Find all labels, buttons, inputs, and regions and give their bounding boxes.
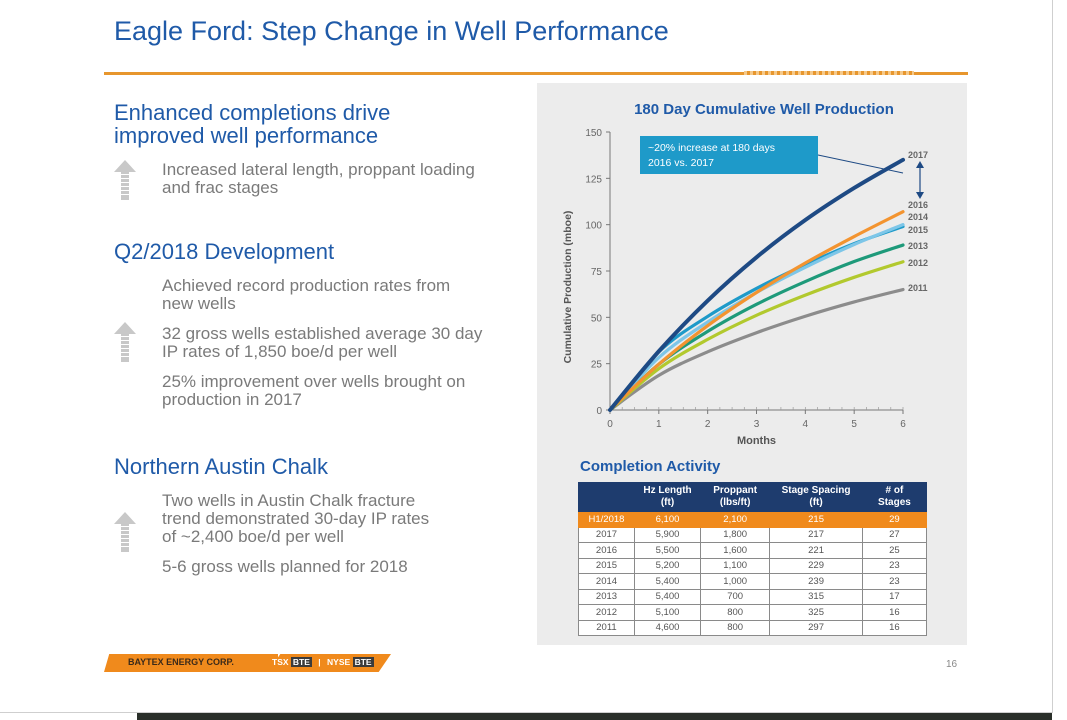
section-heading-completions: Enhanced completions drive improved well … [114,100,391,148]
table-cell-stages: 16 [861,604,928,621]
table-cell-year: 2017 [578,526,635,543]
company-name: BAYTEX ENERGY CORP. [128,657,234,667]
bullet-improvement: 25% improvement over wells brought on pro… [162,372,466,409]
table-cell-hz-length: 5,500 [633,542,702,559]
table-cell-stages: 25 [861,542,928,559]
table-cell-spacing: 297 [769,619,863,636]
table-cell-hz-length: 5,200 [633,557,702,574]
table-cell-proppant: 1,100 [700,557,771,574]
table-cell-year: 2011 [578,619,635,636]
completion-table: Hz Length (ft) Proppant (lbs/ft) Stage Spa… [578,482,928,636]
table-cell-hz-length: 5,900 [633,526,702,543]
bullet-austin-chalk: Two wells in Austin Chalk fracture trend … [162,491,430,546]
table-row: 2012 5,100 800 325 16 [578,604,928,621]
table-row: 2011 4,600 800 297 16 [578,619,928,636]
table-row: 2015 5,200 1,100 229 23 [578,557,928,574]
table-cell-stages: 23 [861,557,928,574]
table-cell-proppant: 1,800 [700,526,771,543]
bullet-gross-wells: 32 gross wells established average 30 da… [162,324,483,361]
table-cell-proppant: 800 [700,604,771,621]
column-header-year [578,482,635,512]
table-cell-spacing: 215 [769,511,863,528]
table-cell-hz-length: 5,400 [633,573,702,590]
column-header: Proppant (lbs/ft) [700,482,771,512]
column-header: Stage Spacing (ft) [769,482,863,512]
table-row: H1/2018 6,100 2,100 215 29 [578,511,928,528]
table-cell-hz-length: 5,100 [633,604,702,621]
table-cell-spacing: 217 [769,526,863,543]
slide-title: Eagle Ford: Step Change in Well Performa… [114,16,669,46]
table-cell-stages: 23 [861,573,928,590]
chart-title: 180 Day Cumulative Well Production [634,101,894,118]
table-cell-proppant: 700 [700,588,771,605]
title-divider-hatch [744,71,914,75]
table-row: 2013 5,400 700 315 17 [578,588,928,605]
table-cell-hz-length: 6,100 [633,511,702,528]
column-header: # of Stages [861,482,928,512]
table-row: 2016 5,500 1,600 221 25 [578,542,928,559]
table-cell-stages: 27 [861,526,928,543]
table-cell-hz-length: 4,600 [633,619,702,636]
table-cell-spacing: 315 [769,588,863,605]
table-cell-spacing: 239 [769,573,863,590]
table-cell-proppant: 1,600 [700,542,771,559]
section-heading-q2: Q2/2018 Development [114,239,335,264]
table-cell-proppant: 1,000 [700,573,771,590]
table-cell-stages: 29 [861,511,928,528]
bullet-lateral: Increased lateral length, proppant loadi… [162,160,475,197]
table-cell-year: 2014 [578,573,635,590]
table-cell-spacing: 221 [769,542,863,559]
table-cell-year: 2012 [578,604,635,621]
table-cell-spacing: 325 [769,604,863,621]
table-cell-hz-length: 5,400 [633,588,702,605]
page-number: 16 [946,659,958,670]
table-cell-year: H1/2018 [578,511,635,528]
bullet-planned: 5-6 gross wells planned for 2018 [162,557,408,576]
table-cell-stages: 16 [861,619,928,636]
title-divider [104,72,968,75]
window-bottom-bar [137,713,1052,720]
table-cell-proppant: 2,100 [700,511,771,528]
up-arrow-icon [112,160,138,200]
section-heading-austin-chalk: Northern Austin Chalk [114,454,328,479]
table-row: 2017 5,900 1,800 217 27 [578,526,928,543]
footer-company-tab [104,654,278,672]
table-row: 2014 5,400 1,000 239 23 [578,573,928,590]
column-header: Hz Length (ft) [633,482,702,512]
bullet-record-rates: Achieved record production rates from new… [162,276,451,313]
table-cell-proppant: 800 [700,619,771,636]
table-cell-year: 2013 [578,588,635,605]
stock-tickers: TSX BTE | NYSE BTE [272,657,374,667]
table-cell-stages: 17 [861,588,928,605]
table-cell-year: 2016 [578,542,635,559]
table-cell-year: 2015 [578,557,635,574]
table-title: Completion Activity [580,458,721,475]
up-arrow-icon [112,322,138,362]
table-cell-spacing: 229 [769,557,863,574]
up-arrow-icon [112,512,138,552]
